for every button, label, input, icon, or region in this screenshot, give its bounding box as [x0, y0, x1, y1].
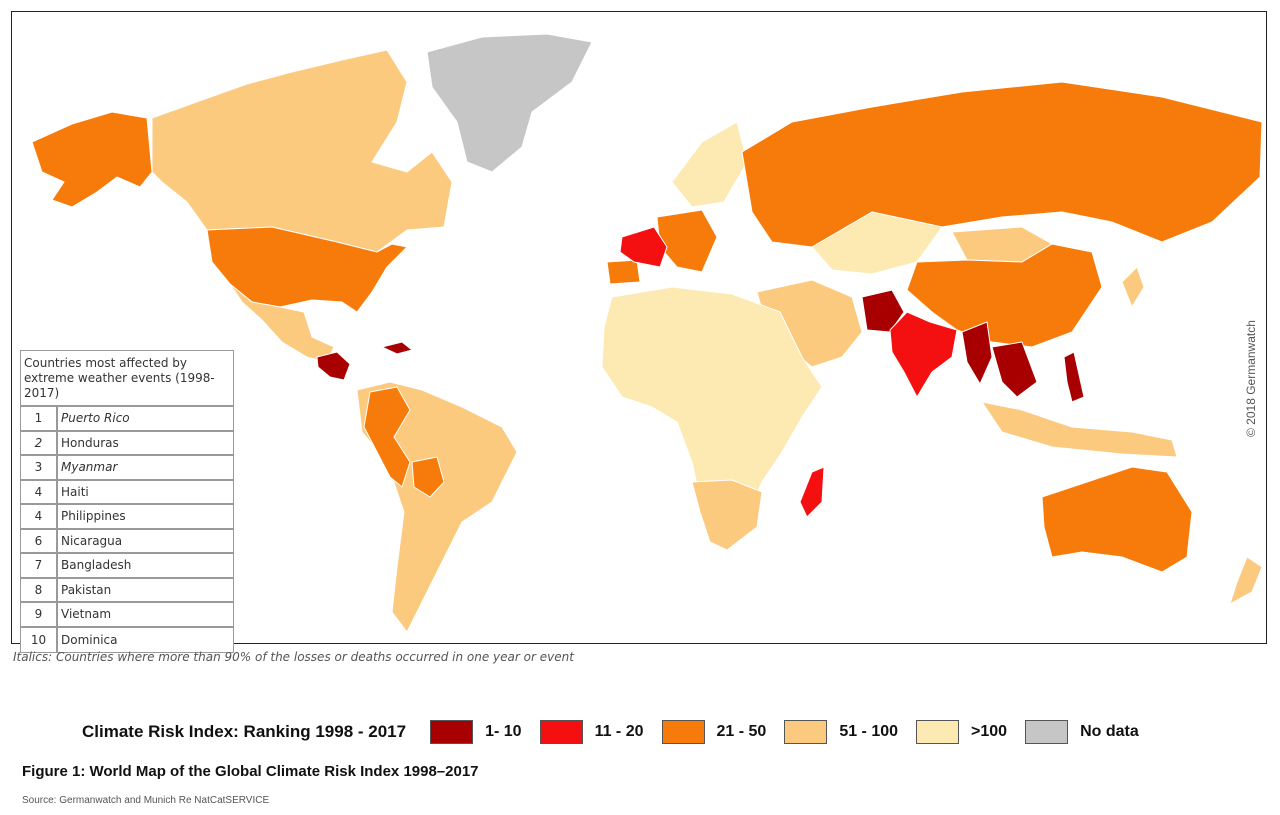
ranking-table-rows: 1 Puerto Rico 2 Honduras 3 Myanmar 4 Haiti 4 Phil…	[21, 407, 233, 652]
table-row-rank: 7	[21, 554, 58, 577]
table-row-country: Pakistan	[61, 582, 112, 597]
region-russia	[741, 81, 1263, 248]
table-row-country: Vietnam	[61, 607, 112, 622]
legend-swatch	[430, 720, 474, 744]
legend-swatch	[661, 720, 705, 744]
legend-item: 11 - 20	[539, 720, 644, 744]
table-row: 6 Nicaragua	[21, 529, 233, 554]
table-row: 3 Myanmar	[21, 456, 233, 481]
table-row-rank: 8	[21, 578, 58, 601]
italics-note: Italics: Countries where more than 90% o…	[13, 650, 574, 664]
table-row-rank: 9	[21, 603, 58, 626]
table-row: 4 Haiti	[21, 480, 233, 505]
table-row: 2 Honduras	[21, 431, 233, 456]
legend-swatch	[1025, 720, 1069, 744]
legend-label: No data	[1080, 723, 1139, 740]
legend-items: 1- 10 11 - 20 21 - 50 51 - 100 >100 No data	[430, 720, 1157, 744]
table-row-country: Nicaragua	[61, 533, 123, 548]
region-myanmar-bangladesh	[961, 321, 993, 385]
source-note: Source: Germanwatch and Munich Re NatCat…	[22, 795, 270, 806]
table-row-rank: 3	[21, 456, 58, 479]
region-japan	[1121, 266, 1145, 308]
region-new-zealand	[1229, 556, 1263, 605]
region-alaska	[31, 111, 153, 208]
table-row: 9 Vietnam	[21, 603, 233, 628]
region-scandinavia	[671, 121, 748, 208]
legend-label: 11 - 20	[594, 723, 644, 740]
ranking-table: Countries most affected by extreme weath…	[20, 350, 234, 653]
map-canvas	[31, 33, 1263, 633]
region-france	[619, 226, 668, 268]
table-row: 1 Puerto Rico	[21, 407, 233, 432]
figure-title: Figure 1: World Map of the Global Climat…	[22, 763, 479, 780]
region-bolivia	[411, 456, 445, 498]
table-row: 10 Dominica	[21, 627, 233, 652]
legend-title: Climate Risk Index: Ranking 1998 - 2017	[82, 722, 407, 741]
region-central-america-top	[316, 351, 351, 381]
region-greenland	[426, 33, 593, 173]
legend-item: >100	[916, 720, 1007, 744]
legend-item: 51 - 100	[784, 720, 898, 744]
table-row-country: Haiti	[61, 484, 89, 499]
region-philippines	[1063, 351, 1085, 403]
table-row: 7 Bangladesh	[21, 554, 233, 579]
region-colombia-peru	[363, 386, 411, 488]
region-canada	[151, 49, 453, 253]
table-row-country: Myanmar	[61, 460, 118, 475]
region-india	[889, 311, 958, 398]
region-china	[906, 243, 1103, 348]
legend-label: 51 - 100	[839, 723, 899, 740]
table-row-country: Dominica	[61, 632, 118, 647]
table-row-rank: 6	[21, 529, 58, 552]
legend-item: 1- 10	[430, 720, 522, 744]
legend-item: 21 - 50	[661, 720, 767, 744]
legend-label: 1- 10	[485, 723, 522, 740]
table-row-country: Honduras	[61, 435, 119, 450]
table-row-country: Puerto Rico	[61, 411, 130, 426]
table-row-rank: 4	[21, 480, 58, 503]
table-row-rank: 10	[21, 627, 58, 652]
map-copyright: © 2018 Germanwatch	[1244, 320, 1258, 437]
ranking-table-title: Countries most affected by extreme weath…	[21, 351, 233, 407]
region-indonesia	[981, 401, 1178, 458]
region-madagascar	[799, 466, 825, 518]
table-row-country: Bangladesh	[61, 558, 132, 573]
legend-item: No data	[1025, 720, 1139, 744]
legend-swatch	[916, 720, 960, 744]
region-indochina	[991, 341, 1038, 398]
legend-swatch	[784, 720, 828, 744]
region-australia	[1041, 466, 1193, 573]
table-row: 8 Pakistan	[21, 578, 233, 603]
region-southern-africa	[691, 479, 763, 551]
legend-label: >100	[971, 723, 1008, 740]
table-row: 4 Philippines	[21, 505, 233, 530]
table-row-rank: 4	[21, 505, 58, 528]
legend-swatch	[539, 720, 583, 744]
legend: Climate Risk Index: Ranking 1998 - 2017 …	[82, 719, 1157, 745]
table-row-rank: 2	[21, 431, 58, 454]
legend-label: 21 - 50	[716, 723, 767, 740]
table-row-country: Philippines	[61, 509, 126, 524]
region-caribbean	[381, 341, 413, 355]
table-row-rank: 1	[21, 407, 58, 430]
